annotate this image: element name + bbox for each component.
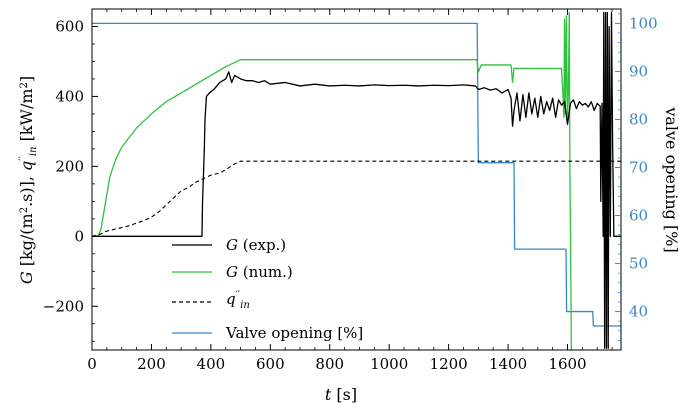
y-right-tick-label: 50 [629,255,648,273]
x-tick-label: 1400 [489,355,527,373]
series-line-valve [92,22,621,327]
y-axis-left-label-g: G [17,271,36,284]
legend-label-exp: G (exp.) [226,236,286,254]
x-axis-label: t [s] [325,385,357,404]
y-tick-label: 400 [55,87,84,105]
y-axis-left-label: G [kg/(m2.s)], q′′in [kW/m2] [17,76,39,284]
y-right-tick-label: 100 [629,14,658,32]
y-tick-label: 600 [55,17,84,35]
legend-label-valve: Valve opening [%] [225,324,363,342]
x-axis: 0 200 400 600 800 1000 1200 1400 1600 [87,9,613,373]
y-tick-label: −200 [43,297,84,315]
x-axis-label-var: t [325,385,332,404]
y-right-tick-label: 60 [629,207,648,225]
x-tick-label: 1000 [370,355,408,373]
x-tick-label: 200 [137,355,166,373]
y-axis-left: −200 0 200 400 600 [43,17,98,342]
series-line-num [92,11,573,350]
y-axis-right: 40 50 60 70 80 90 100 [615,13,658,341]
x-tick-label: 800 [315,355,344,373]
y-right-tick-label: 70 [629,158,648,176]
x-tick-label: 400 [197,355,226,373]
x-axis-label-unit: [s] [336,385,357,404]
y-tick-label: 200 [55,157,84,175]
legend-label-qin: q′′in [226,290,250,311]
y-axis-right-label: valve opening [%] [662,106,679,252]
x-tick-label: 600 [256,355,285,373]
svg-text:t [s]: t [s] [325,385,357,404]
y-tick-label: 0 [74,227,84,245]
y-right-tick-label: 90 [629,62,648,80]
x-tick-label: 1200 [430,355,468,373]
legend-label-num: G (num.) [226,263,293,281]
y-right-tick-label: 80 [629,110,648,128]
y-right-tick-label: 40 [629,303,648,321]
y-axis-right-label-text: valve opening [%] [662,106,679,252]
x-tick-label: 0 [87,355,97,373]
y-axis-left-label-q: q [17,161,36,171]
svg-text:G [kg/(m2.s)], q′′in [k: G [kg/(m2.s)], q′′in [kW/m2] [17,76,39,284]
series-line-exp [92,11,621,349]
x-tick-label: 1600 [548,355,586,373]
plot-frame [91,8,622,351]
series-layer [92,11,621,350]
legend: G (exp.) G (num.) q′′in Valve opening [%… [172,236,363,342]
y-axis-left-label-units: [kg/(m [17,213,36,266]
series-line-qin [92,160,621,237]
